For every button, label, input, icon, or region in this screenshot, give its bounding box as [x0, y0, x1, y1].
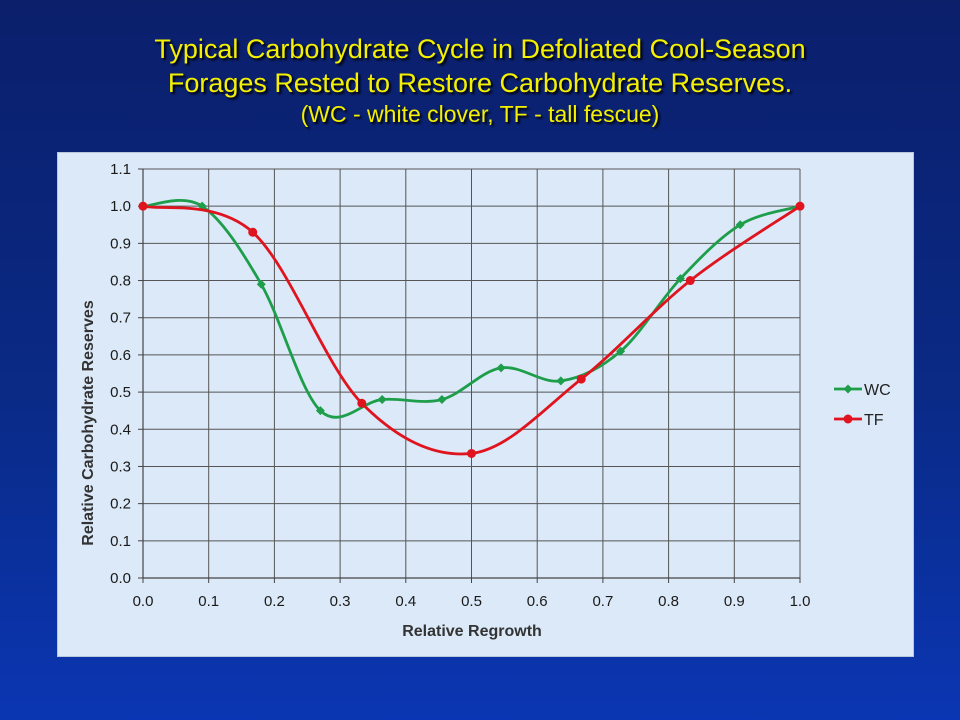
y-tick-label: 0.6 [110, 347, 131, 364]
series-wc-point [496, 363, 506, 373]
series-wc-point [616, 346, 626, 356]
y-tick-label: 0.5 [110, 384, 131, 401]
y-tick-label: 0.9 [110, 235, 131, 252]
x-tick-label: 0.5 [461, 593, 482, 610]
x-tick-label: 0.6 [527, 593, 548, 610]
series-tf-point [576, 374, 586, 384]
series-tf-point [357, 398, 367, 408]
x-axis-title: Relative Regrowth [402, 623, 542, 640]
x-tick-label: 0.2 [264, 593, 285, 610]
line-chart: 0.0 0.1 0.2 0.3 0.4 0.5 0.6 0.7 0.8 0.9 1.0 0.0 0.1 0… [80, 161, 891, 640]
series-tf-point [248, 227, 258, 237]
series-wc-point [437, 395, 447, 405]
legend-tf-label: TF [864, 412, 884, 429]
slide-title-line-1: Typical Carbohydrate Cycle in Defoliated… [154, 34, 806, 64]
x-tick-label: 0.3 [330, 593, 351, 610]
x-tick-label: 0.4 [395, 593, 416, 610]
slide-subtitle: (WC - white clover, TF - tall fescue) [300, 101, 660, 127]
y-tick-label: 0.7 [110, 310, 131, 327]
y-tick-label: 0.3 [110, 458, 131, 475]
chart-legend: WC TF [834, 382, 891, 429]
legend-wc-label: WC [864, 382, 891, 399]
series-wc-point [315, 406, 325, 416]
x-tick-label: 0.0 [133, 593, 154, 610]
chart-series [138, 199, 805, 458]
y-tick-label: 0.8 [110, 273, 131, 290]
series-wc-point [556, 376, 566, 386]
y-tick-label: 1.1 [110, 161, 131, 178]
x-tick-label: 0.9 [724, 593, 745, 610]
y-tick-label: 0.0 [110, 570, 131, 587]
series-tf-point [467, 448, 476, 458]
y-tick-label: 0.1 [110, 533, 131, 550]
series-wc-point [256, 279, 266, 289]
chart-panel: 0.0 0.1 0.2 0.3 0.4 0.5 0.6 0.7 0.8 0.9 1.0 0.0 0.1 0… [57, 152, 914, 657]
series-tf-point [138, 201, 148, 211]
slide-title-block: Typical Carbohydrate Cycle in Defoliated… [0, 32, 960, 128]
x-tick-label: 0.1 [198, 593, 219, 610]
y-axis-title: Relative Carbohydrate Reserves [80, 300, 97, 546]
legend-wc-marker [843, 384, 853, 394]
y-tick-label: 0.2 [110, 496, 131, 513]
y-tick-label: 1.0 [110, 198, 131, 215]
series-wc-point [197, 201, 207, 211]
series-wc-point [675, 274, 685, 284]
series-wc-point [735, 220, 745, 230]
x-tick-label: 0.7 [592, 593, 613, 610]
chart-axes [138, 168, 801, 583]
legend-tf-marker [843, 414, 853, 424]
series-wc-point [377, 395, 387, 405]
x-tick-label: 1.0 [790, 593, 811, 610]
y-tick-label: 0.4 [110, 421, 131, 438]
chart-tick-labels: 0.0 0.1 0.2 0.3 0.4 0.5 0.6 0.7 0.8 0.9 1.0 0.0 0.1 0… [110, 161, 810, 610]
x-tick-label: 0.8 [658, 593, 679, 610]
slide-title-line-2: Forages Rested to Restore Carbohydrate R… [167, 68, 793, 98]
series-tf-point [795, 201, 805, 211]
series-tf-point [685, 276, 695, 286]
series-tf [138, 201, 805, 458]
chart-grid [142, 168, 801, 579]
